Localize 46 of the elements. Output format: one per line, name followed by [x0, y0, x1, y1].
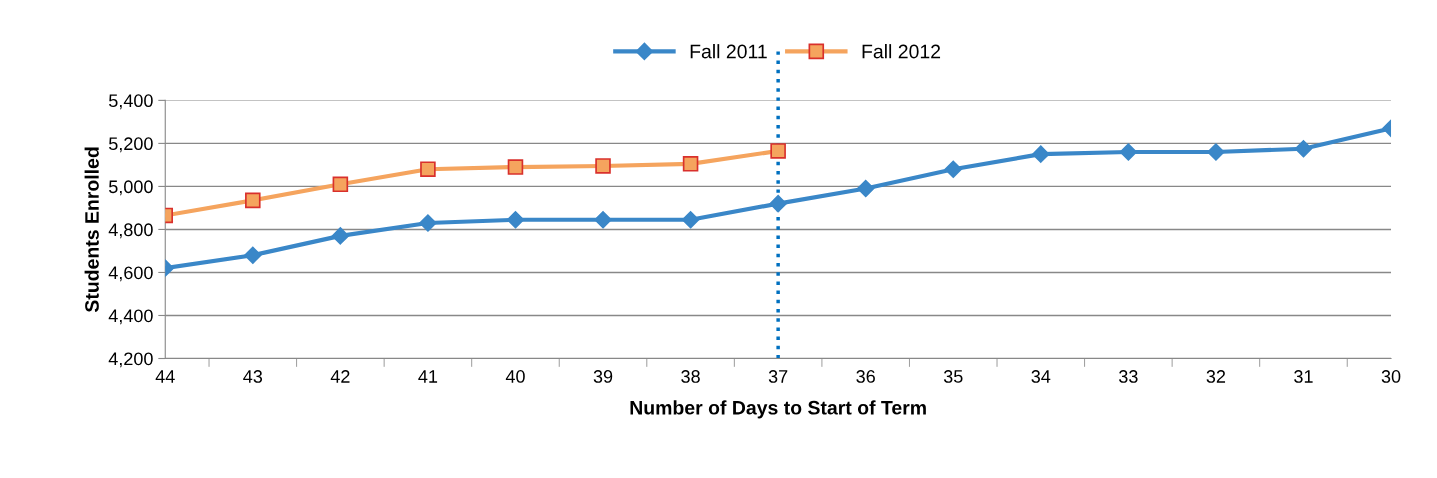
- x-tick-label: 38: [681, 370, 700, 383]
- point: [681, 211, 700, 229]
- point: [332, 176, 349, 193]
- point: [1032, 145, 1050, 163]
- y-tick-label: 4,800: [108, 223, 153, 239]
- x-tick-label: 33: [1119, 370, 1138, 383]
- point: [770, 143, 786, 159]
- x-tick-label: 32: [1206, 370, 1226, 383]
- x-tick-label: 35: [943, 370, 963, 383]
- point: [245, 192, 261, 209]
- x-tick-label: 39: [593, 370, 613, 383]
- x-tick-label: 44: [155, 370, 175, 383]
- point: [1207, 143, 1225, 161]
- point: [682, 156, 699, 172]
- x-tick-label: 41: [418, 370, 438, 383]
- point: [420, 161, 436, 177]
- legend-label: Fall 2012: [862, 44, 941, 59]
- point: [331, 227, 350, 245]
- y-tick-label: 4,200: [108, 352, 153, 368]
- x-tick-label: 31: [1294, 370, 1313, 383]
- point: [594, 211, 612, 229]
- point: [507, 159, 524, 175]
- x-tick-label: 42: [330, 370, 350, 383]
- point: [506, 211, 525, 229]
- x-tick-label: 37: [768, 370, 788, 383]
- x-tick-label: 36: [856, 370, 875, 383]
- point: [419, 214, 437, 232]
- y-tick-label: 4,400: [108, 309, 153, 325]
- x-tick-label: 43: [243, 370, 263, 383]
- y-tick-label: 5,000: [108, 180, 153, 196]
- y-tick-label: 5,400: [108, 94, 153, 110]
- point: [856, 179, 875, 198]
- point: [769, 194, 787, 213]
- y-tick-label: 4,600: [108, 266, 153, 282]
- x-axis-title: Number of Days to Start of Term: [630, 400, 926, 419]
- point: [1294, 140, 1313, 158]
- legend-label: Fall 2011: [690, 44, 767, 59]
- point: [244, 246, 262, 264]
- x-tick-label: 30: [1381, 370, 1401, 383]
- point: [944, 160, 962, 178]
- x-tick-label: 34: [1031, 370, 1051, 383]
- point: [1119, 143, 1138, 161]
- y-axis-title: Students Enrolled: [84, 147, 99, 313]
- point: [595, 158, 611, 174]
- x-tick-label: 40: [505, 370, 525, 383]
- y-tick-label: 5,200: [108, 137, 153, 153]
